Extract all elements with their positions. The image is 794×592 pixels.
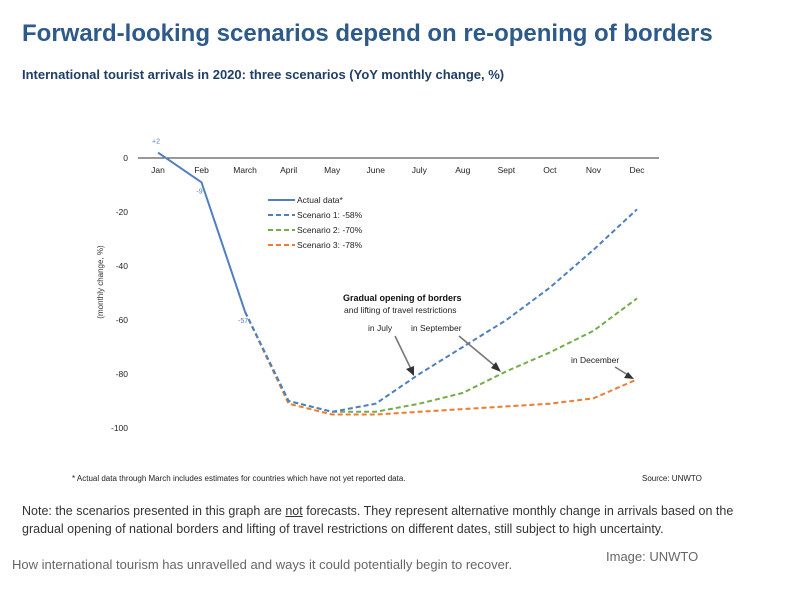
annotation-arrow-july (394, 335, 412, 370)
annotation-arrowhead-july (406, 366, 414, 376)
legend-label-scenario-2: Scenario 2: -70% (297, 225, 363, 235)
x-tick-label-march: March (233, 165, 257, 175)
x-tick-label-aug: Aug (455, 165, 470, 175)
data-labels: +2 -9 -57 (152, 139, 248, 325)
x-tick-label-dec: Dec (629, 165, 645, 175)
x-tick-label-jan: Jan (151, 165, 165, 175)
x-tick-label-may: May (324, 165, 341, 175)
legend-label-actual: Actual data* (297, 195, 344, 205)
legend-label-scenario-1: Scenario 1: -58% (297, 210, 363, 220)
legend-label-scenario-3: Scenario 3: -78% (297, 240, 363, 250)
x-tick-label-july: July (412, 165, 428, 175)
y-tick-label: -100 (111, 423, 128, 433)
image-caption: How international tourism has unravelled… (12, 557, 513, 572)
x-tick-label-oct: Oct (543, 165, 557, 175)
series-lines (157, 151, 638, 416)
annotation-label-december: in December (571, 355, 619, 365)
y-axis-label: (monthly change, %) (96, 245, 105, 319)
annotation-subheading: and lifting of travel restrictions (344, 305, 456, 315)
x-axis: Jan Feb March April May June July Aug Sept Oct Nov… (138, 157, 659, 175)
note-emphasis: not (285, 504, 303, 518)
y-tick-label: -60 (116, 315, 129, 325)
annotation-heading: Gradual opening of borders (343, 293, 462, 303)
x-tick-label-june: June (367, 165, 386, 175)
y-tick-label: 0 (123, 153, 128, 163)
series-line-actual (157, 151, 247, 313)
x-tick-label-sept: Sept (498, 165, 516, 175)
x-tick-label-april: April (280, 165, 297, 175)
y-tick-label: -20 (116, 207, 129, 217)
annotation-arrow-september (458, 335, 496, 367)
annotation-label-september: in September (411, 323, 462, 333)
image-credit: Image: UNWTO (606, 549, 699, 564)
line-chart: Jan Feb March April May June July Aug Sept Oct Nov… (72, 139, 702, 483)
page-title: Forward-looking scenarios depend on re-o… (22, 20, 713, 47)
data-label: -57 (238, 318, 248, 325)
chart-footnote: * Actual data through March includes est… (72, 474, 406, 483)
x-tick-labels: Jan Feb March April May June July Aug Sept Oct Nov… (151, 165, 645, 175)
note-text-2: forecasts. They represent alternative mo… (22, 504, 734, 536)
y-tick-label: -80 (116, 369, 129, 379)
x-tick-label-feb: Feb (194, 165, 209, 175)
x-tick-label-nov: Nov (586, 165, 602, 175)
chart-source: Source: UNWTO (642, 474, 702, 483)
legend: Actual data* Scenario 1: -58% Scenario 2… (268, 195, 363, 250)
series-line-scenario-1 (244, 208, 638, 413)
data-label: +2 (152, 139, 160, 146)
note-text-1: Note: the scenarios presented in this gr… (22, 504, 286, 518)
data-label: -9 (196, 188, 202, 195)
series-line-scenario-3 (244, 311, 638, 416)
annotation-arrow-december (614, 366, 629, 376)
annotation-arrowhead-december (624, 372, 634, 379)
annotation-label-july: in July (368, 323, 393, 333)
annotation: Gradual opening of borders and lifting o… (343, 293, 634, 379)
y-tick-label: -40 (116, 261, 129, 271)
y-tick-labels: 0 -20 -40 -60 -80 -100 (111, 153, 128, 433)
annotation-arrowhead-september (491, 362, 501, 372)
chart-note: Note: the scenarios presented in this gr… (22, 502, 767, 538)
chart-subtitle: International tourist arrivals in 2020: … (22, 67, 505, 82)
